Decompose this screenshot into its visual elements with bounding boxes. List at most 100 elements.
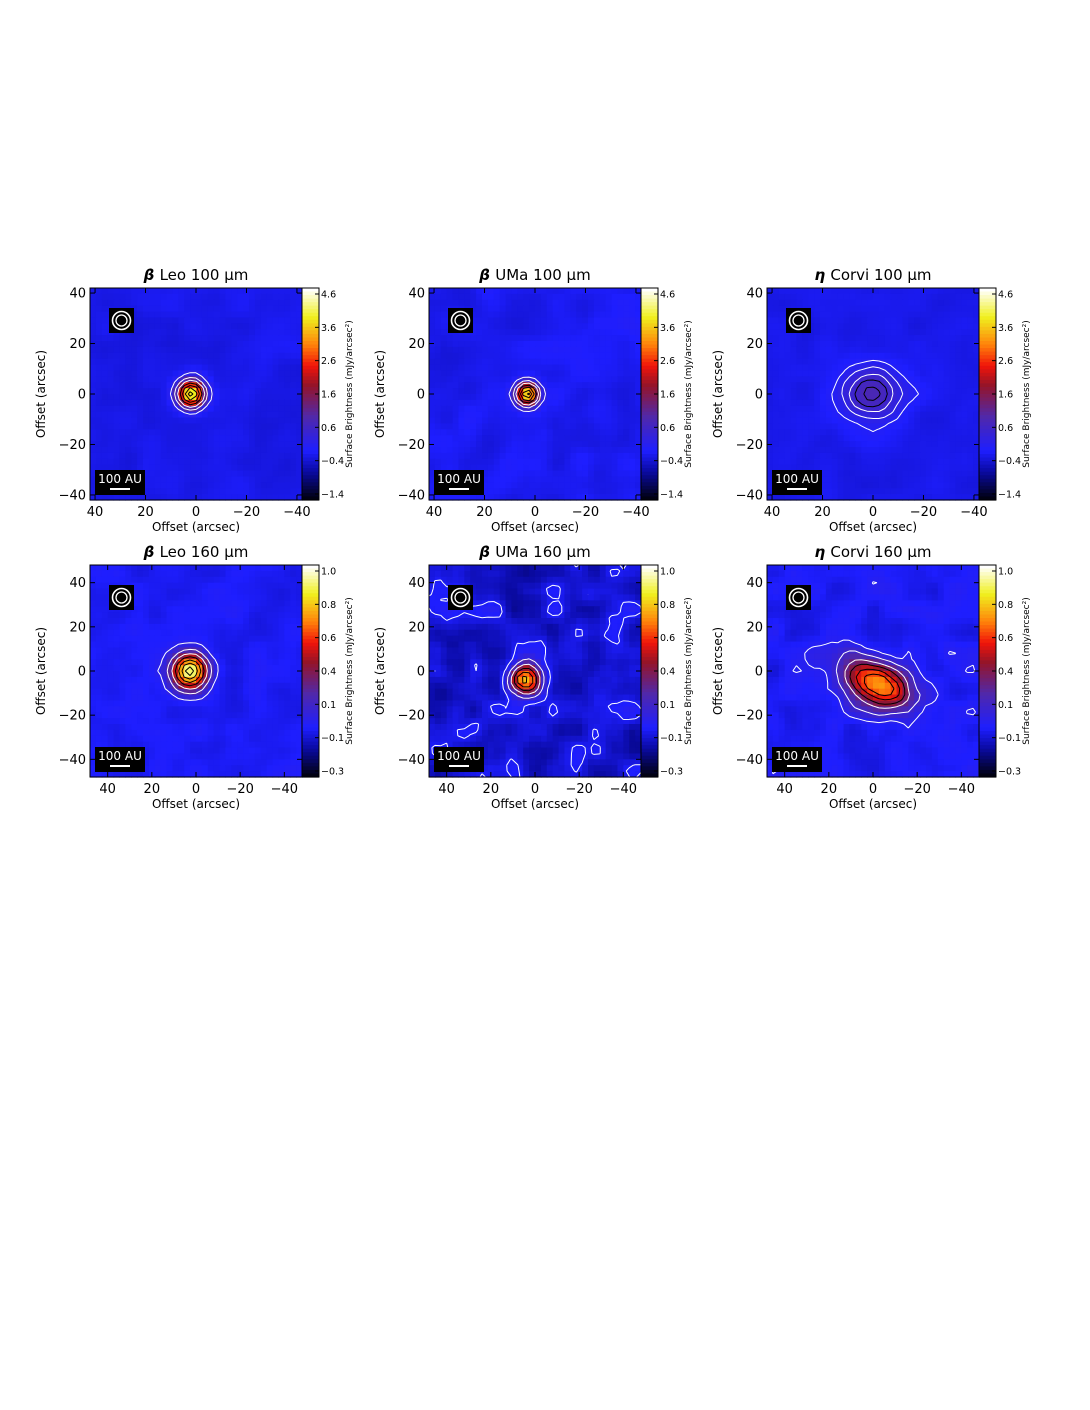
heatmap-cell xyxy=(125,688,132,696)
heatmap-cell xyxy=(219,682,227,690)
heatmap-cell xyxy=(107,346,115,354)
heatmap-cell xyxy=(961,441,968,448)
y-tick-label: −20 xyxy=(398,438,425,453)
heatmap-cell xyxy=(113,712,121,719)
heatmap-cell xyxy=(160,494,168,501)
heatmap-cell xyxy=(890,435,898,442)
heatmap-cell xyxy=(284,305,291,313)
heatmap-cell xyxy=(101,694,109,702)
heatmap-cell xyxy=(623,388,630,395)
heatmap-cell xyxy=(434,429,442,436)
heatmap-cell xyxy=(266,335,274,342)
heatmap-cell xyxy=(517,311,524,319)
heatmap-cell xyxy=(790,346,798,354)
heatmap-cell xyxy=(137,618,144,625)
heatmap-cell xyxy=(172,358,179,366)
heatmap-cell xyxy=(125,341,132,348)
heatmap-cell xyxy=(611,311,619,319)
heatmap-cell xyxy=(576,447,583,454)
heatmap-cell xyxy=(523,417,530,425)
heatmap-cell xyxy=(861,476,868,483)
heatmap-cell xyxy=(446,447,454,454)
heatmap-cell xyxy=(166,582,174,590)
heatmap-cell xyxy=(511,323,518,330)
heatmap-cell xyxy=(517,458,524,466)
heatmap-cell xyxy=(902,323,909,330)
heatmap-cell xyxy=(902,341,909,348)
heatmap-cell xyxy=(849,394,856,401)
heatmap-cell xyxy=(260,476,268,483)
heatmap-cell xyxy=(482,311,489,319)
heatmap-cell xyxy=(446,293,454,301)
heatmap-cell xyxy=(973,364,980,372)
heatmap-cell xyxy=(266,358,274,366)
heatmap-cell xyxy=(973,476,980,483)
y-tick-label: 0 xyxy=(78,388,86,403)
heatmap-cell xyxy=(107,641,115,649)
heatmap-cell xyxy=(131,341,138,348)
heatmap-cell xyxy=(529,382,536,389)
heatmap-cell xyxy=(101,405,109,413)
heatmap-cell xyxy=(237,329,244,336)
heatmap-cell xyxy=(790,435,798,442)
heatmap-cell xyxy=(635,464,642,472)
heatmap-cell xyxy=(470,394,477,401)
heatmap-cell xyxy=(920,311,927,319)
contour-line xyxy=(854,379,888,408)
heatmap-cell xyxy=(487,441,495,448)
heatmap-cell xyxy=(429,494,436,501)
heatmap-cell xyxy=(470,370,477,377)
heatmap-cell xyxy=(160,299,168,307)
heatmap-cell xyxy=(249,458,256,466)
heatmap-cell xyxy=(570,311,577,319)
heatmap-cell xyxy=(137,588,144,596)
heatmap-cell xyxy=(125,293,132,301)
heatmap-cell xyxy=(914,405,921,413)
heatmap-cell xyxy=(225,352,232,360)
heatmap-cell xyxy=(119,641,126,649)
heatmap-cell xyxy=(470,441,477,448)
heatmap-cell xyxy=(540,429,548,436)
heatmap-cell xyxy=(243,394,250,401)
heatmap-cell xyxy=(511,411,518,419)
heatmap-cell xyxy=(95,394,103,401)
heatmap-cell xyxy=(884,441,892,448)
heatmap-cell xyxy=(499,358,507,366)
heatmap-cell xyxy=(166,671,174,678)
heatmap-cell xyxy=(931,382,939,389)
heatmap-cell xyxy=(201,335,209,342)
heatmap-cell xyxy=(113,718,121,725)
heatmap-cell xyxy=(529,323,536,330)
heatmap-cell xyxy=(166,488,174,495)
heatmap-cell xyxy=(808,458,815,466)
heatmap-cell xyxy=(225,647,232,654)
heatmap-cell xyxy=(611,411,619,419)
heatmap-cell xyxy=(599,382,607,389)
heatmap-cell xyxy=(943,482,951,489)
heatmap-cell xyxy=(937,288,945,295)
heatmap-cell xyxy=(196,452,203,460)
heatmap-cell xyxy=(184,323,191,330)
heatmap-cell xyxy=(95,600,103,607)
heatmap-cell xyxy=(529,458,536,466)
heatmap-cell xyxy=(160,641,168,649)
heatmap-cell xyxy=(166,694,174,702)
heatmap-cell xyxy=(260,488,268,495)
heatmap-cell xyxy=(90,576,97,584)
heatmap-cell xyxy=(166,293,174,301)
heatmap-cell xyxy=(464,370,471,377)
heatmap-cell xyxy=(231,458,238,466)
heatmap-cell xyxy=(576,458,583,466)
heatmap-cell xyxy=(166,423,174,430)
heatmap-cell xyxy=(831,417,839,425)
heatmap-cell xyxy=(113,399,121,407)
heatmap-cell xyxy=(540,458,548,466)
heatmap-cell xyxy=(837,441,845,448)
heatmap-cell xyxy=(908,341,915,348)
heatmap-cell xyxy=(535,464,542,472)
heatmap-cell xyxy=(172,600,179,607)
heatmap-cell xyxy=(154,488,162,495)
heatmap-cell xyxy=(178,594,185,601)
heatmap-cell xyxy=(576,476,583,483)
heatmap-cell xyxy=(278,346,285,354)
